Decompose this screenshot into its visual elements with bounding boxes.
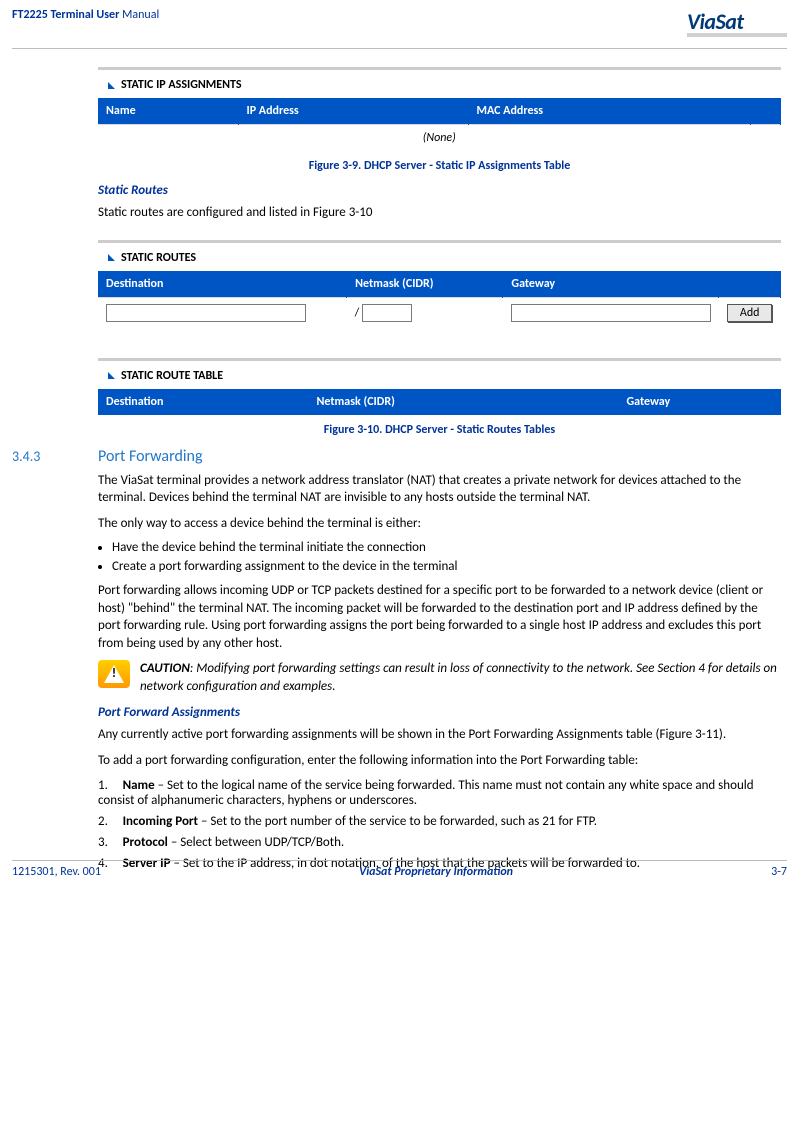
figure-3-9-caption: Figure 3-9. DHCP Server - Static IP Assi…	[98, 159, 781, 173]
col-destination: Destination	[98, 271, 347, 298]
table-row-none: (None)	[98, 125, 781, 152]
step-label: Incoming Port	[123, 814, 198, 829]
step-number: 2.	[98, 814, 108, 829]
gateway-cell	[503, 297, 719, 328]
section-number: 3.4.3	[12, 448, 78, 465]
col-netmask: Netmask (CIDR)	[308, 389, 618, 415]
static-routes-input-table: Destination Netmask (CIDR) Gateway /	[98, 271, 781, 328]
static-ip-section-header[interactable]: STATIC IP ASSIGNMENTS	[98, 74, 781, 98]
footer-proprietary: ViaSat Proprietary Information	[359, 865, 513, 879]
pf-steps: 1. Name – Set to the logical name of the…	[98, 778, 781, 871]
none-cell: (None)	[98, 125, 781, 152]
viasat-logo: ViaSat	[687, 8, 787, 35]
figure-3-10-caption: Figure 3-10. DHCP Server - Static Routes…	[98, 423, 781, 437]
chevron-down-icon	[108, 254, 115, 261]
static-routes-section-title: STATIC ROUTES	[121, 251, 196, 265]
caution-text: CAUTION: Modifying port forwarding setti…	[140, 660, 781, 695]
section-divider	[98, 358, 781, 361]
table-header-row: Destination Netmask (CIDR) Gateway	[98, 271, 781, 298]
table-header-row: Destination Netmask (CIDR) Gateway	[98, 389, 781, 415]
pf-para-5: To add a port forwarding configuration, …	[98, 752, 781, 770]
static-route-table-title: STATIC ROUTE TABLE	[121, 369, 223, 383]
col-spacer	[751, 98, 781, 125]
page-header: FT2225 Terminal User Manual ViaSat	[12, 8, 787, 48]
col-action	[719, 271, 781, 298]
footer-page-number: 3-7	[771, 865, 787, 879]
port-forward-assignments-heading: Port Forward Assignments	[98, 705, 781, 720]
page-content: STATIC IP ASSIGNMENTS Name IP Address MA…	[12, 67, 787, 871]
doc-title: FT2225 Terminal User Manual	[12, 8, 159, 22]
warning-icon: !	[98, 660, 130, 688]
list-item: 3. Protocol – Select between UDP/TCP/Bot…	[98, 835, 781, 850]
static-route-listing-table: Destination Netmask (CIDR) Gateway	[98, 389, 781, 415]
pf-para-2: The only way to access a device behind t…	[98, 515, 781, 533]
static-routes-intro: Static routes are configured and listed …	[98, 204, 781, 222]
col-destination: Destination	[98, 389, 308, 415]
step-text: – Select between UDP/TCP/Both.	[168, 835, 344, 850]
netmask-input[interactable]	[362, 304, 412, 322]
col-gateway: Gateway	[503, 271, 719, 298]
col-mac-address: MAC Address	[468, 98, 751, 125]
static-route-table-header[interactable]: STATIC ROUTE TABLE	[98, 365, 781, 389]
page-footer: 1215301, Rev. 001 ViaSat Proprietary Inf…	[12, 860, 787, 879]
pf-para-3: Port forwarding allows incoming UDP or T…	[98, 582, 781, 652]
list-item: Create a port forwarding assignment to t…	[112, 559, 781, 574]
static-routes-heading: Static Routes	[98, 183, 781, 198]
footer-rule	[12, 860, 787, 861]
section-divider	[98, 67, 781, 70]
caution-label: CAUTION	[140, 661, 190, 676]
cidr-slash: /	[355, 306, 360, 320]
chevron-down-icon	[108, 372, 115, 379]
port-forwarding-heading: 3.4.3 Port Forwarding	[12, 447, 781, 466]
col-ip-address: IP Address	[238, 98, 468, 125]
chevron-down-icon	[108, 82, 115, 89]
step-text: – Set to the port number of the service …	[198, 814, 597, 829]
step-label: Name	[123, 778, 155, 793]
netmask-cell: /	[347, 297, 503, 328]
pf-para-1: The ViaSat terminal provides a network a…	[98, 472, 781, 507]
col-spacer	[751, 389, 781, 415]
action-cell: Add	[719, 297, 781, 328]
section-divider	[98, 240, 781, 243]
col-netmask: Netmask (CIDR)	[347, 271, 503, 298]
add-route-button[interactable]: Add	[727, 304, 773, 322]
section-title: Port Forwarding	[98, 447, 202, 466]
header-rule	[12, 48, 787, 49]
product-name: FT2225 Terminal User	[12, 8, 119, 22]
step-label: Protocol	[123, 835, 168, 850]
col-name: Name	[98, 98, 238, 125]
list-item: 2. Incoming Port – Set to the port numbe…	[98, 814, 781, 829]
destination-cell	[98, 297, 347, 328]
col-gateway: Gateway	[618, 389, 751, 415]
step-number: 3.	[98, 835, 108, 850]
step-number: 1.	[98, 778, 108, 793]
doc-type: Manual	[122, 8, 159, 22]
pf-para-4: Any currently active port forwarding ass…	[98, 726, 781, 744]
list-item: Have the device behind the terminal init…	[112, 540, 781, 555]
table-header-row: Name IP Address MAC Address	[98, 98, 781, 125]
footer-row: 1215301, Rev. 001 ViaSat Proprietary Inf…	[12, 865, 787, 879]
static-routes-section-header[interactable]: STATIC ROUTES	[98, 247, 781, 271]
static-ip-table: Name IP Address MAC Address (None)	[98, 98, 781, 151]
caution-callout: ! CAUTION: Modifying port forwarding set…	[98, 660, 781, 695]
gateway-input[interactable]	[511, 304, 711, 322]
static-routes-input-row: / Add	[98, 297, 781, 328]
static-ip-section-title: STATIC IP ASSIGNMENTS	[121, 78, 242, 92]
destination-input[interactable]	[106, 304, 306, 322]
list-item: 1. Name – Set to the logical name of the…	[98, 778, 781, 808]
pf-bullets: Have the device behind the terminal init…	[112, 540, 781, 574]
footer-doc-id: 1215301, Rev. 001	[12, 865, 101, 879]
caution-body: : Modifying port forwarding settings can…	[140, 661, 777, 694]
step-text: – Set to the logical name of the service…	[98, 778, 754, 808]
logo-wrap: ViaSat	[687, 8, 787, 35]
